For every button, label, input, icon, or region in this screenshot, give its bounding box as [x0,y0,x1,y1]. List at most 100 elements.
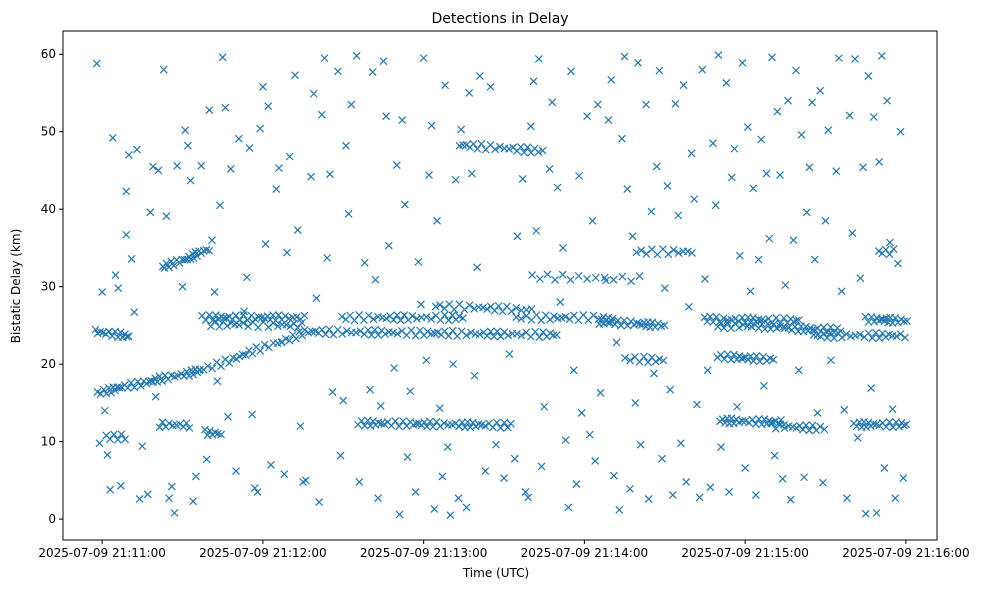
data-point [159,65,168,74]
data-point [423,327,432,336]
data-point [205,311,214,319]
data-point [900,317,908,326]
data-point [108,133,117,142]
data-point [567,67,575,76]
data-point [411,331,420,340]
data-point [780,424,789,433]
data-point [379,57,388,66]
data-point [360,421,369,430]
data-point [869,113,878,121]
data-point [875,158,884,166]
data-point [891,314,900,322]
data-point [235,320,243,329]
data-point [535,333,544,342]
data-point [395,422,404,431]
data-point [596,388,605,397]
data-point [451,175,460,184]
data-point [248,349,257,358]
data-point [684,302,693,311]
data-point [423,422,431,431]
data-point [260,340,269,349]
data-point [419,54,428,63]
data-point [427,121,436,130]
data-point [462,331,471,340]
data-point [355,477,364,486]
data-point [300,311,309,320]
plot-frame [62,30,938,541]
data-point [321,330,330,339]
data-point [425,171,433,180]
y-axis-label: Bistatic Delay (km) [9,229,23,344]
data-point [634,58,642,67]
data-point [448,326,457,335]
data-point [155,423,164,432]
data-point [517,314,526,323]
data-point [757,135,766,144]
data-point [851,54,859,63]
data-point [352,328,360,337]
data-point [486,82,495,91]
data-point [473,263,482,272]
data-point [538,146,547,155]
data-point [752,352,761,360]
data-point [441,81,449,90]
data-point [760,325,769,334]
data-point [338,330,347,338]
data-point [215,322,224,331]
data-point [173,161,182,170]
data-point [727,355,735,364]
data-point [723,319,732,327]
data-point [496,423,505,432]
data-point [739,353,748,362]
data-point [597,315,606,324]
data-point [743,123,752,131]
data-point [526,122,535,131]
data-point [253,488,262,496]
data-point [706,312,714,321]
data-point [620,52,629,61]
data-point [658,454,667,463]
data-point [389,315,398,324]
data-point [703,366,712,375]
data-point [202,245,211,254]
data-point [444,332,453,340]
data-point [490,332,498,341]
data-point [264,102,273,111]
data-point [186,176,195,185]
data-point [870,317,879,326]
data-point [506,419,515,428]
data-point [808,421,817,430]
data-point [328,388,337,396]
data-point [746,287,755,296]
data-point [169,261,178,270]
data-point [505,145,513,153]
data-point [217,362,225,371]
data-point [256,124,265,133]
data-point [213,377,222,386]
data-point [720,355,729,363]
data-point [492,440,500,449]
data-point [885,238,894,247]
data-point [283,248,291,257]
data-point [561,312,570,321]
data-point [182,367,191,376]
data-point [92,59,101,68]
data-point [226,164,235,173]
data-point [748,415,757,424]
data-point [339,396,348,405]
data-point [669,245,678,254]
data-point [821,216,830,225]
data-point [512,303,521,312]
data-point [269,311,277,319]
data-point [390,364,399,372]
data-point [121,435,129,444]
data-point [374,494,383,503]
data-point [872,508,881,517]
data-point [422,313,431,321]
data-point [797,130,806,139]
data-point [130,383,139,392]
data-point [396,316,405,325]
data-point [676,439,685,448]
data-point [483,305,491,314]
data-point [720,324,728,332]
